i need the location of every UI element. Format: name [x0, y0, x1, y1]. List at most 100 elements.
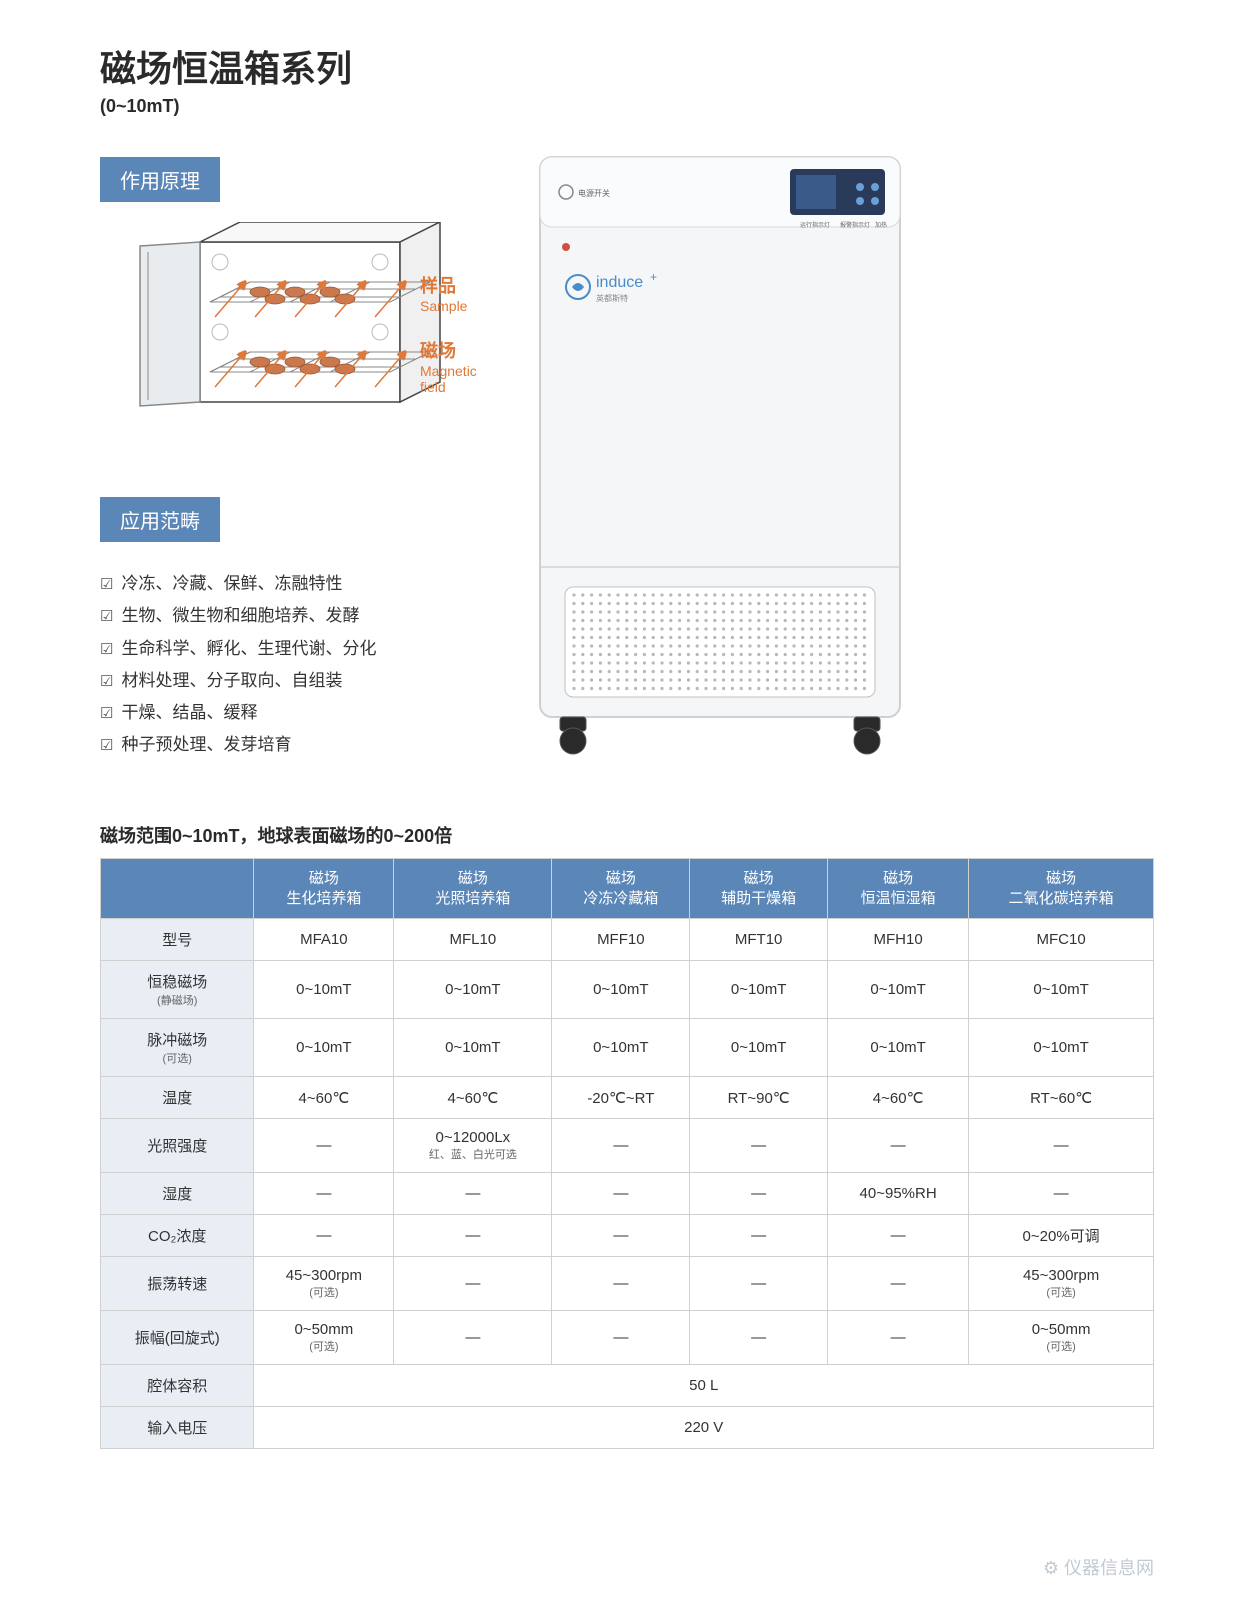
cell: —	[394, 1311, 552, 1365]
svg-text:电源开关: 电源开关	[578, 188, 610, 198]
product-svg: 电源开关 运行指示灯 报警指示灯加热 induce + 英都斯特	[510, 137, 930, 777]
left-column: 作用原理	[100, 157, 480, 782]
principle-diagram: 样品 Sample 磁场 Magnetic field	[100, 222, 480, 467]
table-caption: 磁场范围0~10mT，地球表面磁场的0~200倍	[100, 822, 1154, 848]
cell: MFT10	[690, 919, 828, 961]
principle-badge: 作用原理	[100, 157, 220, 202]
table-row: 腔体容积50 L	[101, 1365, 1154, 1407]
cell: 0~10mT	[828, 961, 969, 1019]
main-title: 磁场恒温箱系列	[100, 40, 1154, 92]
cell: 0~10mT	[690, 1019, 828, 1077]
cell: 0~10mT	[254, 1019, 394, 1077]
cell: RT~90℃	[690, 1077, 828, 1119]
cell: MFH10	[828, 919, 969, 961]
app-item: 冷冻、冷藏、保鲜、冻融特性	[100, 568, 480, 600]
cell: 0~10mT	[690, 961, 828, 1019]
application-list: 冷冻、冷藏、保鲜、冻融特性 生物、微生物和细胞培养、发酵 生命科学、孵化、生理代…	[100, 568, 480, 762]
cell: —	[828, 1257, 969, 1311]
cell: 0~20%可调	[969, 1215, 1154, 1257]
cell: 4~60℃	[828, 1077, 969, 1119]
right-column: 电源开关 运行指示灯 报警指示灯加热 induce + 英都斯特	[510, 157, 1154, 782]
row-label: 湿度	[101, 1173, 254, 1215]
svg-text:运行指示灯: 运行指示灯	[800, 221, 830, 229]
brand-text: induce	[596, 274, 643, 291]
svg-text:加热: 加热	[875, 221, 887, 229]
subtitle: (0~10mT)	[100, 96, 1154, 117]
cell: —	[828, 1215, 969, 1257]
row-label: 脉冲磁场(可选)	[101, 1019, 254, 1077]
cell: —	[394, 1257, 552, 1311]
cell: 45~300rpm(可选)	[254, 1257, 394, 1311]
cell: —	[552, 1173, 690, 1215]
span-cell: 50 L	[254, 1365, 1154, 1407]
cell: —	[969, 1173, 1154, 1215]
row-label: 型号	[101, 919, 254, 961]
row-label: 腔体容积	[101, 1365, 254, 1407]
cell: —	[254, 1119, 394, 1173]
table-body: 型号MFA10MFL10MFF10MFT10MFH10MFC10恒稳磁场(静磁场…	[101, 919, 1154, 1449]
cell: —	[828, 1311, 969, 1365]
cell: 0~10mT	[828, 1019, 969, 1077]
row-label: 光照强度	[101, 1119, 254, 1173]
product-image: 电源开关 运行指示灯 报警指示灯加热 induce + 英都斯特	[510, 137, 1154, 782]
cell: —	[552, 1311, 690, 1365]
corner-cell	[101, 859, 254, 919]
cell: —	[690, 1173, 828, 1215]
label-field: 磁场 Magnetic field	[420, 337, 480, 395]
table-row: 湿度————40~95%RH—	[101, 1173, 1154, 1215]
row-label: 温度	[101, 1077, 254, 1119]
cell: 4~60℃	[254, 1077, 394, 1119]
table-row: 振幅(回旋式)0~50mm(可选)————0~50mm(可选)	[101, 1311, 1154, 1365]
table-row: 脉冲磁场(可选)0~10mT0~10mT0~10mT0~10mT0~10mT0~…	[101, 1019, 1154, 1077]
cell: —	[254, 1215, 394, 1257]
row-label: 输入电压	[101, 1407, 254, 1449]
app-item: 种子预处理、发芽培育	[100, 729, 480, 761]
cell: —	[690, 1215, 828, 1257]
cell: —	[690, 1257, 828, 1311]
cell: —	[394, 1173, 552, 1215]
cell: —	[394, 1215, 552, 1257]
col-header: 磁场辅助干燥箱	[690, 859, 828, 919]
cell: —	[254, 1173, 394, 1215]
cell: —	[690, 1119, 828, 1173]
row-label: 振幅(回旋式)	[101, 1311, 254, 1365]
cell: 0~10mT	[394, 1019, 552, 1077]
cell: 40~95%RH	[828, 1173, 969, 1215]
col-header: 磁场恒温恒湿箱	[828, 859, 969, 919]
app-item: 材料处理、分子取向、自组装	[100, 665, 480, 697]
cell: MFC10	[969, 919, 1154, 961]
watermark: 仪器信息网	[1043, 1554, 1154, 1580]
table-row: 输入电压220 V	[101, 1407, 1154, 1449]
cell: —	[552, 1257, 690, 1311]
col-header: 磁场生化培养箱	[254, 859, 394, 919]
cell: MFF10	[552, 919, 690, 961]
table-row: 温度4~60℃4~60℃-20℃~RTRT~90℃4~60℃RT~60℃	[101, 1077, 1154, 1119]
row-label: CO₂浓度	[101, 1215, 254, 1257]
cell: 0~50mm(可选)	[254, 1311, 394, 1365]
svg-text:报警指示灯: 报警指示灯	[840, 221, 870, 229]
title-block: 磁场恒温箱系列 (0~10mT)	[100, 40, 1154, 117]
specs-table: 磁场生化培养箱 磁场光照培养箱 磁场冷冻冷藏箱 磁场辅助干燥箱 磁场恒温恒湿箱 …	[100, 858, 1154, 1449]
cell: 0~12000Lx红、蓝、白光可选	[394, 1119, 552, 1173]
cell: MFL10	[394, 919, 552, 961]
cell: 0~10mT	[254, 961, 394, 1019]
cell: —	[690, 1311, 828, 1365]
table-row: 型号MFA10MFL10MFF10MFT10MFH10MFC10	[101, 919, 1154, 961]
application-badge: 应用范畴	[100, 497, 220, 542]
table-row: 恒稳磁场(静磁场)0~10mT0~10mT0~10mT0~10mT0~10mT0…	[101, 961, 1154, 1019]
svg-text:英都斯特: 英都斯特	[596, 293, 628, 303]
svg-text:+: +	[650, 270, 657, 284]
col-header: 磁场二氧化碳培养箱	[969, 859, 1154, 919]
app-item: 生物、微生物和细胞培养、发酵	[100, 600, 480, 632]
row-label: 振荡转速	[101, 1257, 254, 1311]
span-cell: 220 V	[254, 1407, 1154, 1449]
cell: 0~10mT	[969, 961, 1154, 1019]
cell: —	[552, 1215, 690, 1257]
cell: 0~10mT	[394, 961, 552, 1019]
cell: 0~10mT	[969, 1019, 1154, 1077]
table-row: CO₂浓度—————0~20%可调	[101, 1215, 1154, 1257]
app-item: 干燥、结晶、缓释	[100, 697, 480, 729]
label-sample: 样品 Sample	[420, 272, 467, 314]
cell: RT~60℃	[969, 1077, 1154, 1119]
cell: —	[552, 1119, 690, 1173]
